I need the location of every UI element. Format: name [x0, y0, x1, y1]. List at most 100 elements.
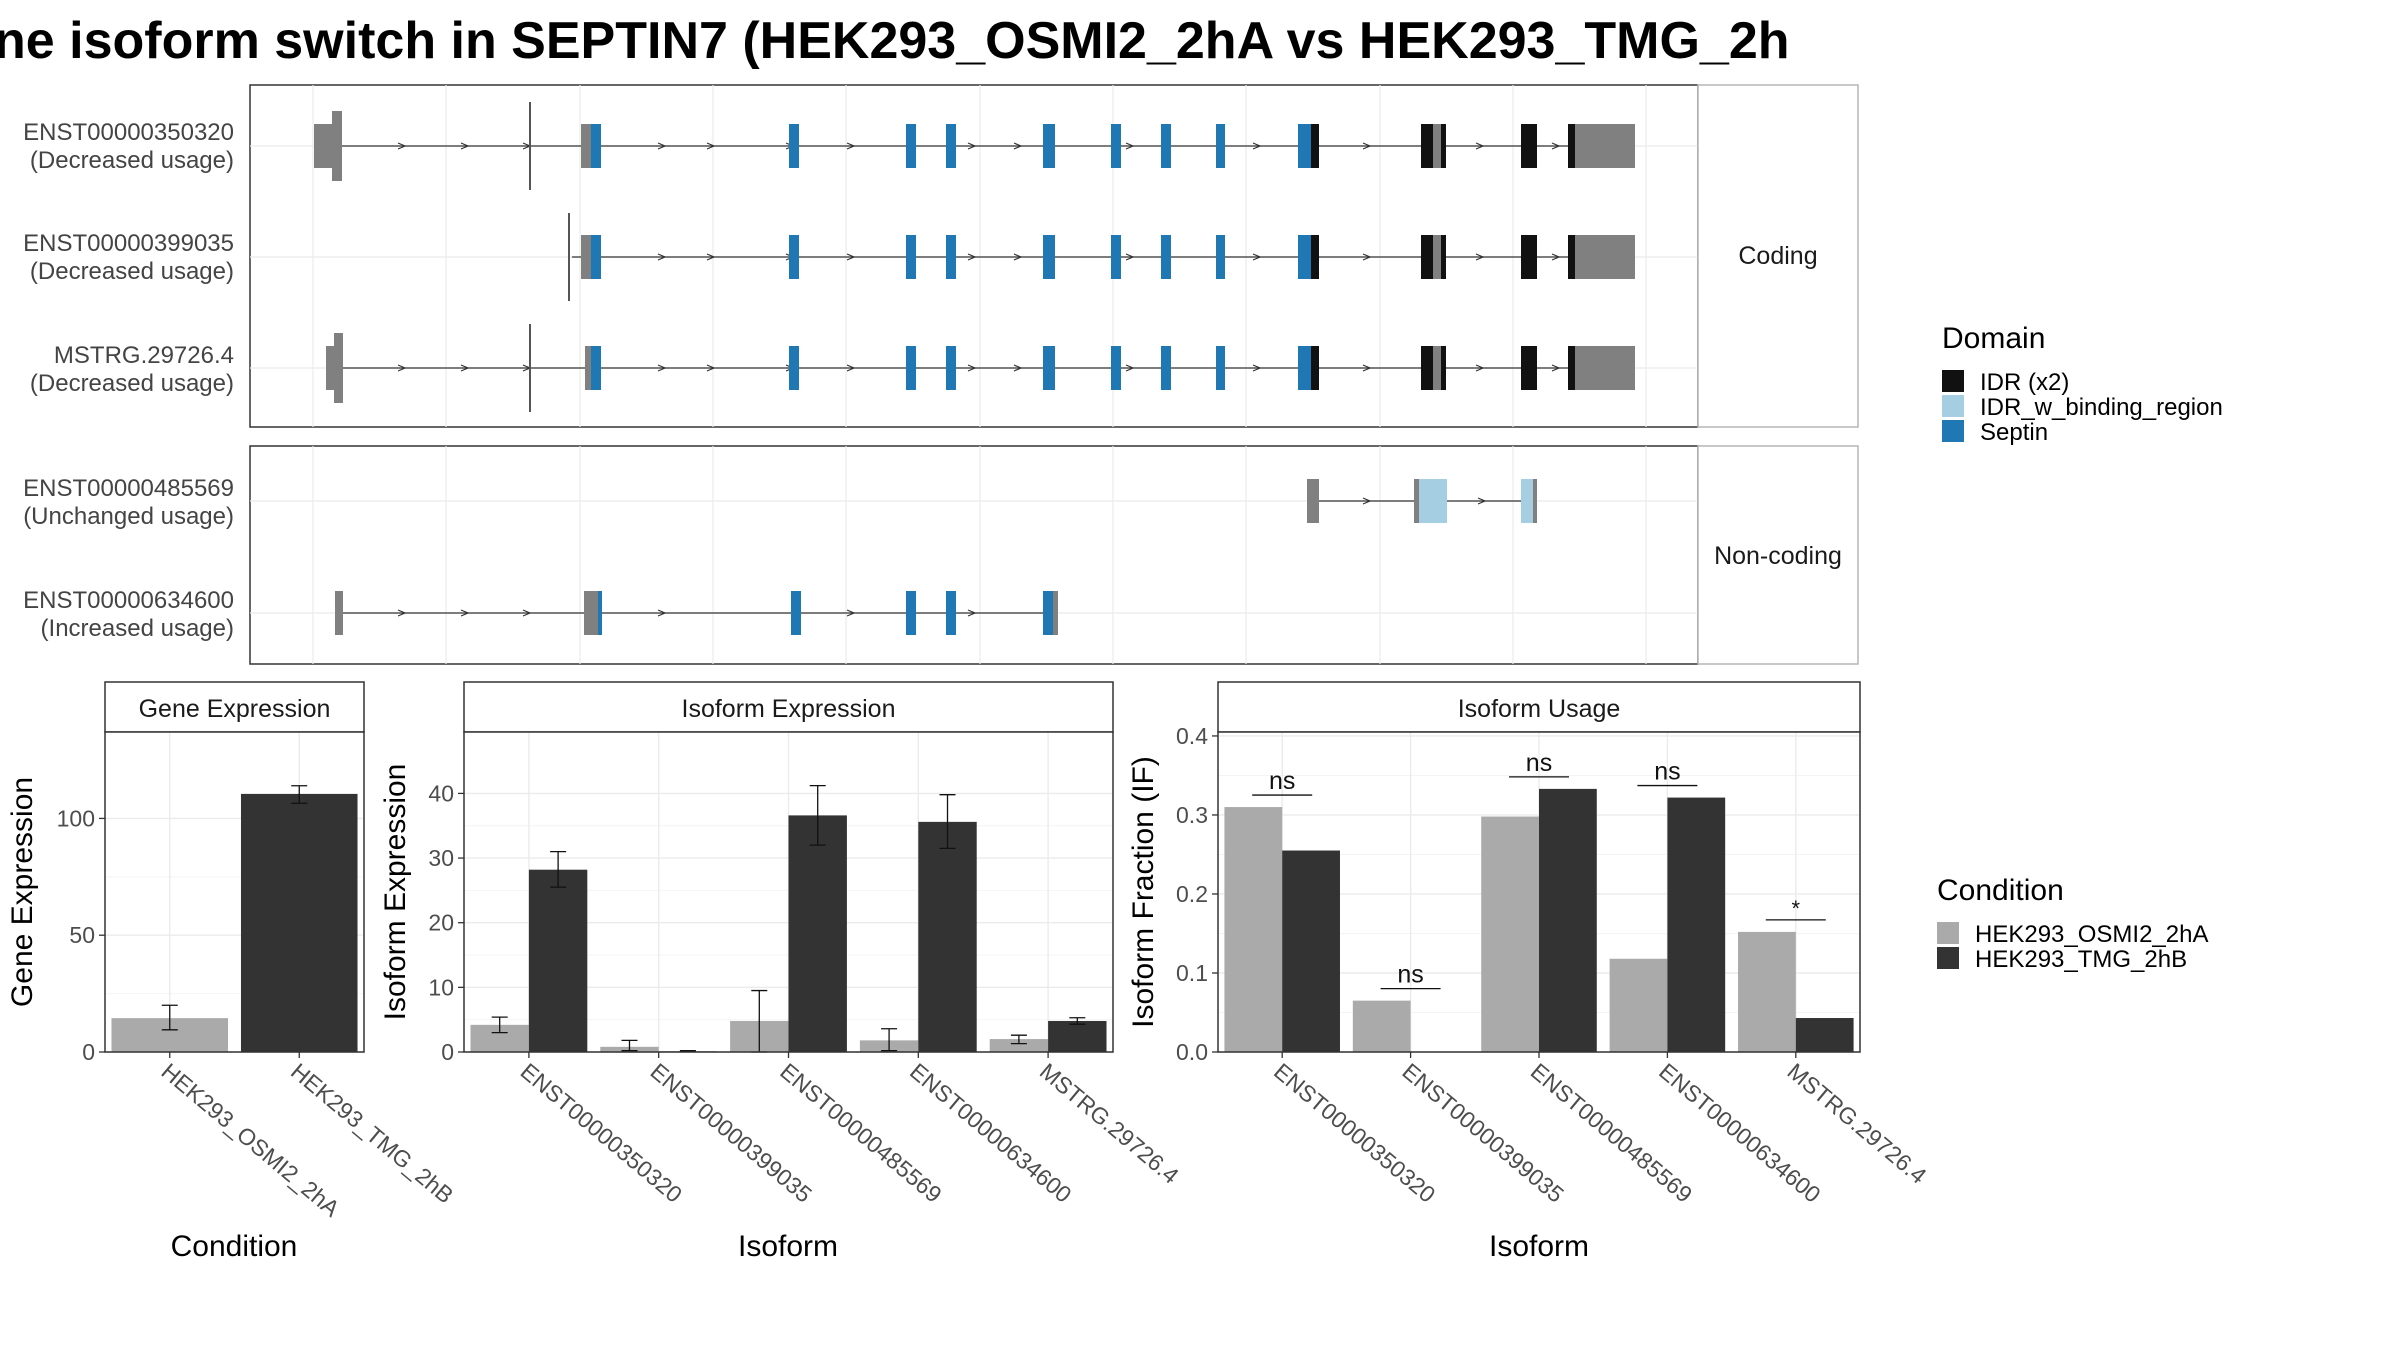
bar [1539, 788, 1597, 1052]
bar [1481, 816, 1539, 1052]
gene-expression-chart: Gene Expression050100HEK293_OSMI2_2hAHEK… [6, 681, 458, 1263]
exon [1433, 346, 1441, 390]
y-tick-label: 0 [441, 1039, 454, 1065]
strand-arrow [1551, 253, 1561, 261]
strand-arrow [1475, 364, 1485, 372]
y-tick-label: 0.0 [1176, 1039, 1208, 1065]
bar [918, 821, 977, 1052]
panel-strip [104, 681, 365, 733]
exon [1441, 235, 1446, 279]
strand-arrow [1125, 253, 1135, 261]
exon [1161, 235, 1171, 279]
strand-arrow [706, 364, 716, 372]
exon [585, 346, 591, 390]
isoform-label-id: ENST00000485569 [23, 475, 234, 502]
bar [528, 869, 588, 1052]
strand-arrow [397, 609, 407, 617]
strand-arrow [1013, 364, 1023, 372]
x-axis-title: Condition [171, 1230, 298, 1263]
isoform-label-id: ENST00000634600 [23, 587, 234, 614]
strand-arrow [657, 609, 667, 617]
exon [584, 591, 598, 635]
y-tick-label: 10 [428, 974, 454, 1000]
exon [598, 591, 602, 635]
strand-arrow [1013, 142, 1023, 150]
exon [1441, 346, 1446, 390]
exon [568, 213, 570, 301]
strand-arrow [967, 253, 977, 261]
exon [314, 124, 332, 168]
strand-arrow [1125, 142, 1135, 150]
strand-arrow [397, 142, 407, 150]
y-axis-title: Gene Expression [6, 777, 39, 1007]
exon [1421, 235, 1433, 279]
strand-arrow [1252, 364, 1262, 372]
condition-legend: Condition HEK293_OSMI2_2hA HEK293_TMG_2h… [1937, 874, 2208, 973]
legend-key-idr-binding [1942, 395, 1964, 417]
y-axis-title: Isoform Fraction (IF) [1127, 756, 1160, 1028]
y-tick-label: 0.3 [1176, 802, 1208, 828]
exon [789, 124, 799, 168]
exon [591, 235, 601, 279]
isoform-label-id: ENST00000350320 [23, 119, 234, 146]
exon [1521, 124, 1537, 168]
strand-arrow [657, 364, 667, 372]
y-tick-label: 100 [57, 805, 95, 831]
exon [906, 591, 916, 635]
strand-arrow [1362, 253, 1372, 261]
exon [946, 124, 956, 168]
exon [1421, 346, 1433, 390]
strand-arrow [1125, 364, 1135, 372]
exon [1311, 235, 1319, 279]
exon [1043, 235, 1055, 279]
legend-label-osmi2: HEK293_OSMI2_2hA [1975, 921, 2208, 948]
exon [1111, 124, 1121, 168]
x-axis-title: Isoform [738, 1230, 838, 1263]
exon [1521, 479, 1533, 523]
exon [1419, 479, 1447, 523]
coding-strip-label: Coding [1738, 242, 1817, 270]
bar [1795, 1018, 1854, 1052]
exon [1043, 591, 1053, 635]
exon [1414, 479, 1419, 523]
legend-label-septin: Septin [1980, 419, 2048, 446]
exon [326, 346, 334, 390]
y-tick-label: 0 [82, 1039, 95, 1065]
exon [1043, 346, 1055, 390]
x-tick-label: MSTRG.29726.4 [1035, 1058, 1184, 1189]
bar [1282, 850, 1340, 1052]
exon [1298, 346, 1311, 390]
exon [1298, 124, 1311, 168]
exon [1521, 235, 1537, 279]
strand-arrow [1551, 142, 1561, 150]
bar [1048, 1020, 1107, 1052]
significance-label: ns [1654, 758, 1680, 786]
legend-label-tmg: HEK293_TMG_2hB [1975, 946, 2187, 973]
panel-title: Isoform Usage [1458, 695, 1621, 723]
strand-arrow [967, 364, 977, 372]
bar [788, 815, 847, 1052]
noncoding-strip-label: Non-coding [1714, 542, 1842, 570]
domain-legend: Domain IDR (x2) IDR_w_binding_region Sep… [1942, 322, 2223, 446]
exon [906, 124, 916, 168]
exon [1533, 479, 1537, 523]
exon [335, 591, 343, 635]
y-tick-label: 20 [428, 910, 454, 936]
exon [334, 333, 343, 403]
isoform-label-usage: (Decreased usage) [30, 370, 234, 397]
strand-arrow [1362, 364, 1372, 372]
bar [1667, 797, 1726, 1052]
exon [1216, 124, 1225, 168]
strand-arrow [460, 609, 470, 617]
strand-arrow [846, 253, 856, 261]
exon [789, 235, 799, 279]
exon [1421, 124, 1433, 168]
y-tick-label: 0.1 [1176, 960, 1208, 986]
legend-label-idr: IDR (x2) [1980, 369, 2069, 396]
x-axis-title: Isoform [1489, 1230, 1589, 1263]
exon [1441, 124, 1446, 168]
strand-arrow [1252, 253, 1262, 261]
exon [1216, 235, 1225, 279]
panel-frame [104, 731, 365, 1053]
